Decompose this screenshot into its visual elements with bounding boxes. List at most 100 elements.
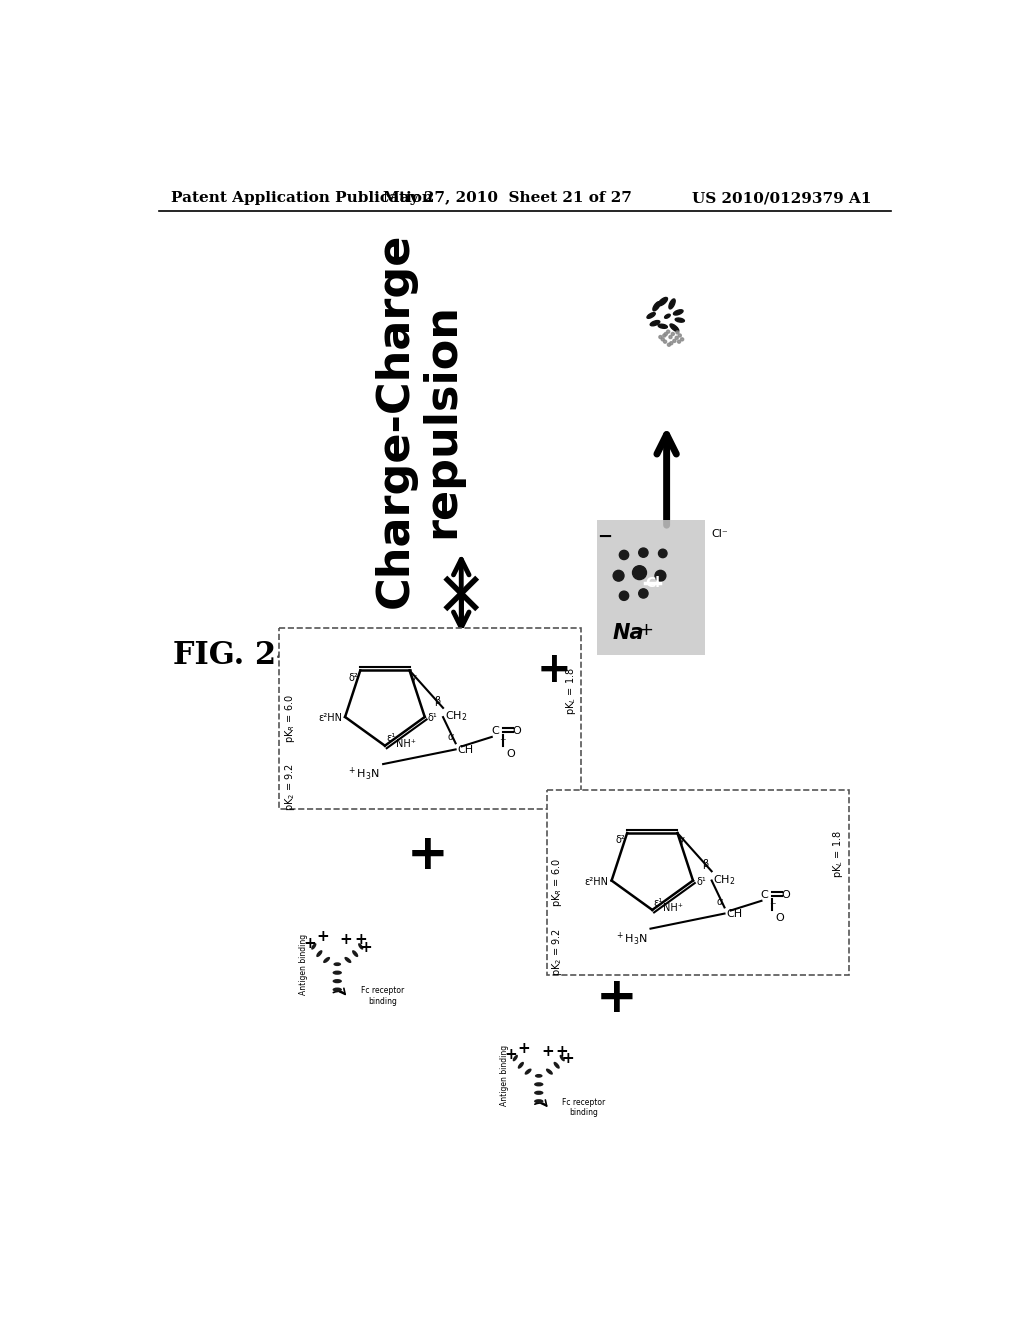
Text: α: α xyxy=(447,733,454,742)
Text: CH: CH xyxy=(726,909,742,919)
Ellipse shape xyxy=(535,1090,544,1094)
Ellipse shape xyxy=(639,548,648,557)
Text: Fc receptor
binding: Fc receptor binding xyxy=(562,1098,605,1117)
Text: β: β xyxy=(702,859,709,869)
Ellipse shape xyxy=(333,970,342,974)
Ellipse shape xyxy=(670,342,673,345)
Ellipse shape xyxy=(518,1061,524,1069)
Ellipse shape xyxy=(678,334,681,337)
Text: ε¹: ε¹ xyxy=(654,898,664,908)
Text: Cl⁻: Cl⁻ xyxy=(712,529,728,539)
Text: δ²: δ² xyxy=(349,673,358,682)
Text: O: O xyxy=(506,750,515,759)
Text: γ: γ xyxy=(411,673,417,682)
Ellipse shape xyxy=(333,979,342,983)
Ellipse shape xyxy=(554,1061,560,1069)
Text: Patent Application Publication: Patent Application Publication xyxy=(171,191,432,206)
Text: +: + xyxy=(638,620,653,639)
Text: pK$_L$ = 1.8: pK$_L$ = 1.8 xyxy=(830,830,845,878)
Ellipse shape xyxy=(667,330,670,333)
Ellipse shape xyxy=(669,298,675,309)
Text: α: α xyxy=(717,896,723,907)
Text: pK$_R$ = 6.0: pK$_R$ = 6.0 xyxy=(283,694,297,743)
Ellipse shape xyxy=(334,962,341,966)
Text: CH: CH xyxy=(457,744,473,755)
Text: +: + xyxy=(316,929,329,944)
Text: δ¹: δ¹ xyxy=(696,876,706,887)
Text: β: β xyxy=(434,696,440,706)
Text: Antigen binding: Antigen binding xyxy=(299,933,307,995)
Ellipse shape xyxy=(662,338,665,341)
Text: γ: γ xyxy=(679,836,685,845)
Text: FIG. 24: FIG. 24 xyxy=(173,640,297,671)
Text: δ¹: δ¹ xyxy=(428,714,437,723)
Ellipse shape xyxy=(620,591,629,601)
Ellipse shape xyxy=(673,339,676,342)
Ellipse shape xyxy=(559,1055,565,1061)
Ellipse shape xyxy=(676,331,679,334)
Text: $^+$H$_3$N: $^+$H$_3$N xyxy=(347,767,380,784)
Text: pK$_L$ = 1.8: pK$_L$ = 1.8 xyxy=(563,668,578,715)
Ellipse shape xyxy=(674,310,683,315)
Ellipse shape xyxy=(658,335,662,339)
Text: O: O xyxy=(775,913,784,923)
Ellipse shape xyxy=(668,343,671,346)
Text: O: O xyxy=(782,890,791,900)
Text: CH$_2$: CH$_2$ xyxy=(444,709,467,723)
Text: O: O xyxy=(512,726,521,735)
Text: May 27, 2010  Sheet 21 of 27: May 27, 2010 Sheet 21 of 27 xyxy=(383,191,632,206)
Ellipse shape xyxy=(524,1068,531,1074)
Text: δ²: δ² xyxy=(615,836,626,845)
Text: US 2010/0129379 A1: US 2010/0129379 A1 xyxy=(692,191,872,206)
Ellipse shape xyxy=(613,570,624,581)
Ellipse shape xyxy=(513,1055,518,1061)
Text: pK$_R$ = 6.0: pK$_R$ = 6.0 xyxy=(550,858,564,907)
Text: NH⁺: NH⁺ xyxy=(395,739,416,750)
Text: Fc receptor
binding: Fc receptor binding xyxy=(360,986,403,1006)
Text: ⁻: ⁻ xyxy=(769,900,775,913)
Text: −: − xyxy=(597,528,612,546)
Ellipse shape xyxy=(620,550,629,560)
Ellipse shape xyxy=(535,1100,544,1104)
Text: ε¹: ε¹ xyxy=(386,734,395,743)
Text: pK$_2$ = 9.2: pK$_2$ = 9.2 xyxy=(283,763,297,812)
Ellipse shape xyxy=(647,313,655,318)
Text: +: + xyxy=(541,1044,554,1059)
Ellipse shape xyxy=(678,341,681,343)
Text: +: + xyxy=(517,1041,530,1056)
Ellipse shape xyxy=(655,570,666,581)
Text: +: + xyxy=(505,1047,517,1063)
Ellipse shape xyxy=(681,338,684,341)
Text: C: C xyxy=(761,890,768,900)
Ellipse shape xyxy=(653,302,660,310)
Bar xyxy=(597,520,706,655)
Ellipse shape xyxy=(535,1082,544,1086)
Text: CH$_2$: CH$_2$ xyxy=(713,873,735,887)
Text: Na: Na xyxy=(612,623,644,643)
Ellipse shape xyxy=(639,589,648,598)
Text: Antigen binding: Antigen binding xyxy=(500,1045,509,1106)
Ellipse shape xyxy=(664,341,667,343)
Ellipse shape xyxy=(669,335,672,339)
Ellipse shape xyxy=(675,337,678,339)
Text: +: + xyxy=(339,932,352,948)
Text: C: C xyxy=(490,726,499,735)
Text: Cl: Cl xyxy=(645,577,660,590)
Bar xyxy=(547,789,849,974)
Ellipse shape xyxy=(672,333,675,335)
Text: +: + xyxy=(359,940,373,954)
Ellipse shape xyxy=(535,1074,543,1077)
Text: +: + xyxy=(303,936,316,950)
Bar xyxy=(280,628,582,809)
Ellipse shape xyxy=(665,314,670,318)
Text: pK$_2$ = 9.2: pK$_2$ = 9.2 xyxy=(550,928,564,977)
Ellipse shape xyxy=(665,333,668,335)
Text: +: + xyxy=(408,832,449,879)
Ellipse shape xyxy=(650,321,659,326)
Text: +: + xyxy=(561,1052,574,1067)
Text: +: + xyxy=(537,649,571,692)
Text: $^+$H$_3$N: $^+$H$_3$N xyxy=(614,931,647,948)
Text: +: + xyxy=(595,974,637,1022)
Ellipse shape xyxy=(663,334,666,337)
Ellipse shape xyxy=(546,1068,553,1074)
